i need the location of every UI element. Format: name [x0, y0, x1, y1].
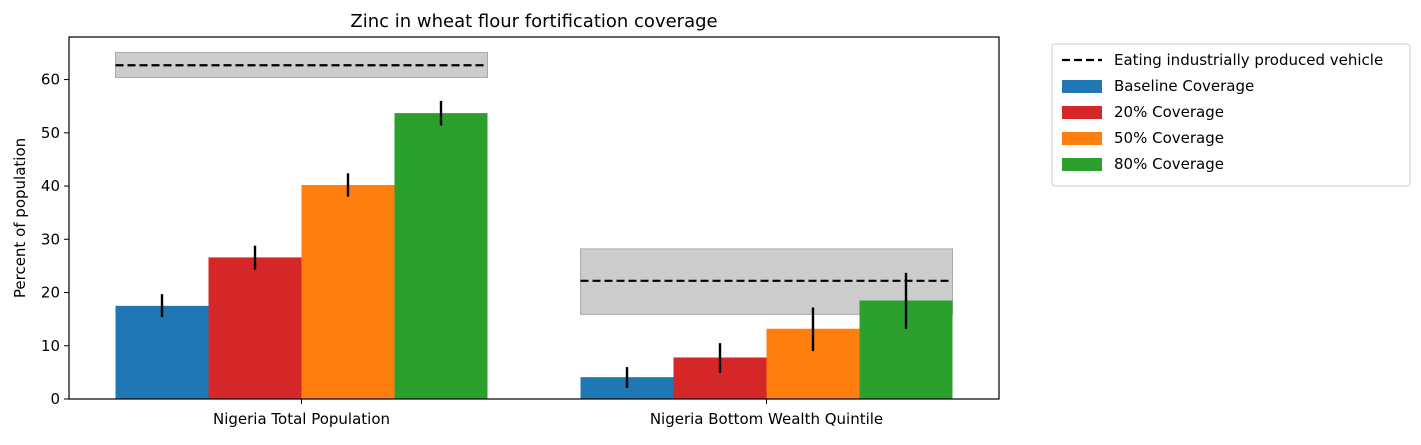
legend-label: 20% Coverage [1114, 103, 1224, 121]
legend: Eating industrially produced vehicle Base… [1051, 43, 1411, 187]
bar [301, 184, 395, 399]
y-axis-label: Percent of population [11, 138, 29, 298]
bar [115, 305, 209, 399]
legend-swatch [1062, 158, 1102, 171]
x-tick-label: Nigeria Bottom Wealth Quintile [650, 410, 883, 428]
y-tick-label: 0 [50, 390, 60, 408]
legend-label: Baseline Coverage [1114, 77, 1254, 95]
legend-swatch [1062, 106, 1102, 119]
chart-title: Zinc in wheat flour fortification covera… [350, 11, 717, 32]
legend-label: Eating industrially produced vehicle [1114, 51, 1383, 69]
legend-label: 50% Coverage [1114, 129, 1224, 147]
x-tick-label: Nigeria Total Population [213, 410, 390, 428]
legend-swatch [1062, 132, 1102, 145]
legend-label: 80% Coverage [1114, 155, 1224, 173]
y-tick-label: 20 [41, 284, 60, 302]
legend-box [1051, 43, 1411, 187]
y-tick-label: 60 [41, 71, 60, 89]
bar [580, 377, 674, 399]
bar [208, 257, 302, 399]
y-tick-label: 40 [41, 177, 60, 195]
y-tick-label: 50 [41, 124, 60, 142]
plot-frame [68, 36, 1000, 400]
bar [394, 113, 488, 400]
plot-area: 0 10 20 30 40 50 60 Nigeria Total Population Nig… [41, 36, 1000, 428]
y-tick-label: 10 [41, 337, 60, 355]
legend-swatch [1062, 80, 1102, 93]
y-tick-label: 30 [41, 230, 60, 248]
